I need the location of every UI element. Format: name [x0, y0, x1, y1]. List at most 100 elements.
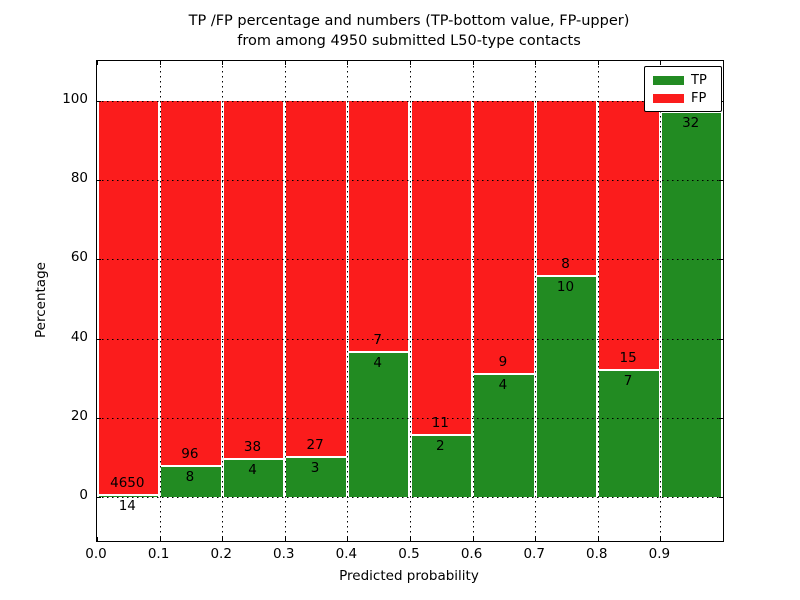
vertical-gridline — [472, 61, 474, 541]
x-tick-label: 0.4 — [335, 546, 358, 562]
y-tick-mark — [719, 497, 723, 499]
horizontal-gridline — [97, 497, 723, 499]
fp-bar — [223, 100, 284, 458]
fp-count-label: 27 — [306, 436, 324, 453]
vertical-gridline — [597, 61, 599, 541]
horizontal-gridline — [97, 100, 723, 102]
horizontal-gridline — [97, 338, 723, 340]
x-tick-label: 0.0 — [85, 546, 107, 562]
tp-bar — [411, 436, 472, 498]
x-tick-label: 0.8 — [586, 546, 608, 562]
x-tick-label: 0.1 — [147, 546, 170, 562]
x-tick-mark — [159, 61, 161, 65]
x-tick-mark — [97, 61, 98, 65]
y-tick-label: 80 — [70, 170, 88, 186]
vertical-gridline — [222, 61, 224, 541]
x-tick-mark — [472, 61, 474, 65]
y-tick-label: 20 — [70, 408, 88, 425]
tp-bar — [286, 457, 346, 498]
tp-bar — [474, 375, 534, 498]
chart-title-line1: TP /FP percentage and numbers (TP-bottom… — [188, 13, 630, 29]
x-tick-mark — [284, 537, 286, 541]
fp-count-label: 11 — [431, 415, 449, 432]
y-axis-label: Percentage — [33, 262, 49, 338]
tp-count-label: 8 — [185, 468, 195, 485]
y-tick-mark — [97, 259, 101, 261]
x-tick-mark — [347, 61, 349, 65]
fp-bar — [286, 100, 346, 456]
tp-count-label: 14 — [118, 498, 136, 515]
x-tick-mark — [535, 537, 537, 541]
y-tick-mark — [719, 418, 723, 420]
y-tick-mark — [97, 100, 101, 102]
x-tick-label: 0.9 — [648, 546, 671, 562]
x-tick-mark — [410, 61, 411, 65]
fp-bar — [98, 100, 159, 495]
y-tick-mark — [97, 418, 101, 420]
fp-count-label: 15 — [619, 350, 637, 367]
tp-bar — [661, 112, 722, 498]
tp-bar — [223, 459, 284, 498]
x-tick-label: 0.2 — [210, 546, 232, 562]
fp-count-label: 8 — [561, 255, 570, 272]
tp-count-label: 4 — [373, 355, 382, 372]
legend-item-label: TP — [691, 72, 707, 88]
horizontal-gridline — [97, 259, 723, 261]
fp-count-label: 4650 — [110, 475, 145, 492]
tp-count-label: 2 — [436, 438, 445, 455]
y-tick-label: 100 — [62, 90, 88, 107]
x-tick-mark — [159, 537, 161, 541]
chart-title: TP /FP percentage and numbers (TP-bottom… — [96, 11, 722, 51]
x-tick-mark — [660, 61, 662, 65]
x-tick-label: 0.7 — [523, 546, 545, 562]
y-tick-mark — [719, 180, 723, 181]
tp-color-swatch — [653, 75, 684, 85]
fp-count-label: 96 — [181, 445, 199, 462]
x-tick-mark — [222, 537, 224, 541]
fp-bar — [348, 100, 409, 352]
tp-bar — [599, 371, 659, 498]
x-tick-mark — [660, 537, 662, 541]
x-tick-label: 0.5 — [398, 546, 420, 562]
y-tick-mark — [97, 180, 101, 181]
vertical-gridline — [660, 61, 662, 541]
legend: TP FP — [644, 66, 722, 112]
x-tick-mark — [723, 537, 724, 541]
y-tick-mark — [719, 338, 723, 340]
x-tick-label: 0.3 — [273, 546, 295, 562]
y-tick-mark — [97, 497, 101, 499]
tp-count-label: 7 — [623, 373, 633, 390]
x-tick-mark — [97, 537, 98, 541]
vertical-gridline — [535, 61, 537, 541]
tp-bar — [348, 353, 409, 498]
x-tick-mark — [723, 61, 724, 65]
fp-count-label: 38 — [243, 438, 262, 455]
x-tick-mark — [347, 537, 349, 541]
horizontal-gridline — [97, 418, 723, 420]
y-tick-mark — [97, 338, 101, 340]
x-axis-label: Predicted probability — [339, 568, 479, 584]
vertical-gridline — [159, 61, 161, 541]
fp-bar — [599, 100, 659, 370]
vertical-gridline — [410, 61, 411, 541]
vertical-gridline — [284, 61, 286, 541]
x-tick-mark — [410, 537, 411, 541]
fp-bar — [474, 100, 534, 374]
chart-title-line2: from among 4950 submitted L50-type conta… — [237, 33, 581, 49]
tp-bar — [536, 276, 597, 498]
fp-bar — [411, 100, 472, 435]
x-tick-mark — [284, 61, 286, 65]
x-tick-mark — [472, 537, 474, 541]
x-tick-mark — [597, 537, 599, 541]
fp-count-label: 9 — [498, 354, 508, 371]
tp-count-label: 32 — [682, 114, 700, 131]
fp-color-swatch — [653, 93, 684, 103]
x-tick-mark — [535, 61, 537, 65]
fp-bar — [536, 100, 597, 275]
horizontal-gridline — [97, 180, 723, 181]
y-tick-label: 60 — [70, 249, 88, 266]
legend-item-label: FP — [691, 90, 707, 106]
tp-count-label: 4 — [248, 461, 257, 478]
tp-count-label: 10 — [556, 278, 575, 295]
tp-count-label: 3 — [310, 459, 320, 476]
